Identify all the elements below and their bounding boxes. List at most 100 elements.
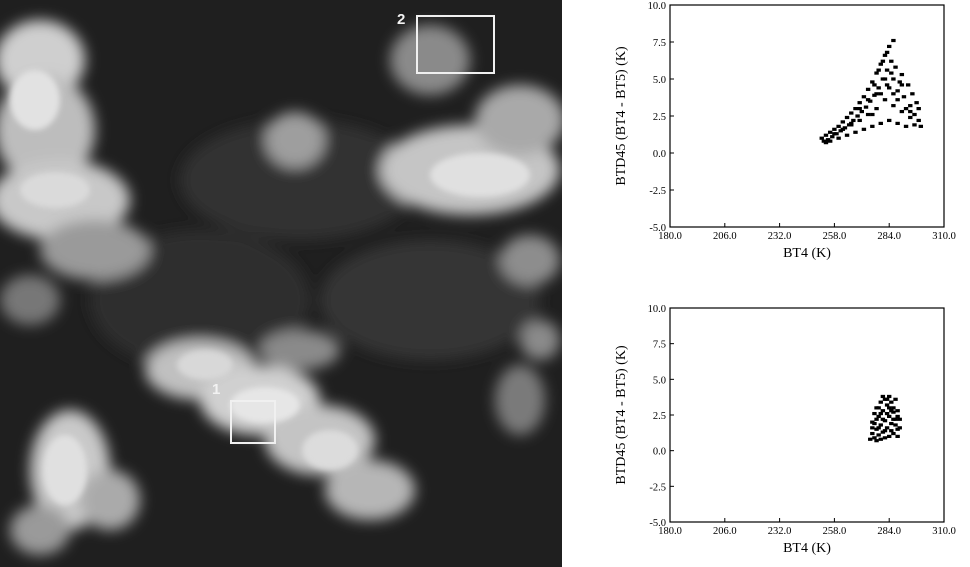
scatter-point	[891, 406, 896, 410]
x-tick-label: 180.0	[658, 526, 682, 537]
scatter-point	[857, 107, 862, 111]
scatter-point	[903, 107, 909, 111]
scatter-point	[910, 92, 915, 96]
scatter-point	[872, 436, 877, 440]
y-tick-label: 7.5	[653, 340, 666, 351]
x-tick-label: 232.0	[768, 526, 792, 537]
scatter-point	[865, 112, 871, 117]
x-tick-label: 258.0	[823, 526, 847, 537]
scatter-point	[899, 109, 905, 114]
scatter-point	[832, 127, 837, 131]
scatter-point	[874, 417, 879, 421]
y-tick-label: 10.0	[648, 1, 666, 12]
scatter-point	[895, 89, 900, 93]
scatter-point	[880, 394, 886, 399]
scatter-point	[916, 107, 921, 111]
scatter-point	[861, 95, 867, 99]
scatter-point	[823, 141, 829, 145]
scatter-point	[870, 124, 875, 128]
scatter-point	[857, 101, 862, 105]
scatter-point	[912, 123, 917, 127]
scatter-point	[865, 87, 871, 91]
satellite-image: 1 2	[0, 0, 562, 567]
scatter-point	[878, 62, 883, 66]
scatter-point	[882, 98, 888, 102]
scatter-point	[865, 98, 871, 102]
scatter-point	[899, 83, 905, 87]
scatter-point	[853, 107, 858, 111]
scatter-point	[891, 92, 896, 96]
y-tick-label: 2.5	[653, 112, 666, 123]
scatter-plot-2: 180.0 206.0 232.0 258.0 284.0 310.0 10.0 7.5 5.0…	[614, 304, 956, 556]
scatter-point	[884, 426, 890, 430]
scatter-point	[887, 118, 892, 123]
scatter-point	[889, 409, 894, 413]
scatter-point	[908, 109, 913, 114]
scatter-point	[823, 133, 829, 137]
scatter-point	[914, 101, 919, 105]
scatter-point	[891, 104, 896, 108]
scatter-point	[889, 59, 894, 63]
scatter-point	[887, 406, 892, 410]
x-tick-label: 284.0	[877, 231, 901, 242]
scatter-point	[874, 92, 879, 96]
scatter-point	[878, 400, 883, 404]
scatter-point	[889, 400, 894, 404]
scatter-point	[901, 95, 907, 99]
scatter-point	[897, 80, 902, 84]
region-label-2: 2	[397, 11, 405, 28]
scatter-point	[895, 409, 900, 413]
y-tick-label: 2.5	[653, 411, 666, 422]
scatter-point	[891, 38, 896, 43]
scatter-point	[863, 105, 869, 109]
scatter-point	[882, 77, 888, 81]
scatter-point	[836, 124, 841, 128]
scatter-point	[819, 136, 824, 140]
cloud-detail	[10, 70, 530, 505]
scatter-point	[887, 434, 892, 438]
scatter-point	[891, 417, 896, 421]
scatter-point	[876, 406, 881, 410]
scatter-point	[884, 83, 890, 87]
scatter-point	[893, 65, 898, 69]
scatter-point	[887, 394, 892, 399]
scatter-point	[893, 423, 898, 427]
region-label-1: 1	[212, 381, 220, 398]
scatter-point	[878, 423, 883, 427]
y-tick-label: 7.5	[653, 38, 666, 49]
scatter-point	[870, 112, 875, 117]
scatter-point	[895, 98, 900, 102]
x-tick-label: 310.0	[932, 526, 956, 537]
scatter-point	[880, 59, 886, 63]
scatter-point	[905, 83, 911, 87]
y-axis-label: BTD45 (BT4 - BT5) (K)	[614, 46, 629, 186]
scatter-point	[884, 403, 890, 407]
scatter-point	[878, 92, 883, 96]
scatter-point	[827, 130, 833, 134]
scatter-point	[844, 115, 850, 120]
scatter-point	[918, 124, 924, 128]
scatter-point	[912, 112, 917, 117]
x-tick-label: 258.0	[823, 231, 847, 242]
y-tick-label: 5.0	[653, 375, 666, 386]
scatter-point	[882, 436, 888, 440]
scatter-point	[884, 68, 890, 72]
scatter-point	[884, 411, 890, 416]
scatter-point	[878, 437, 883, 441]
scatter-plot-1: 180.0 206.0 232.0 258.0 284.0 310.0 10.0 7.5 5.0…	[614, 1, 956, 261]
scatter-point	[895, 434, 900, 438]
scatter-point	[903, 124, 909, 128]
scatter-point	[895, 121, 900, 125]
scatter-point	[880, 409, 886, 413]
x-tick-label: 232.0	[768, 231, 792, 242]
region-box-2	[416, 15, 495, 74]
y-tick-label: -2.5	[649, 186, 666, 197]
scatter-point	[830, 135, 835, 139]
scatter-point	[870, 426, 875, 430]
scatter-point	[884, 397, 890, 401]
y-axis-label: BTD45 (BT4 - BT5) (K)	[614, 345, 629, 485]
x-axis-label: BT4 (K)	[783, 246, 831, 261]
scatter-point	[832, 132, 837, 136]
scatter-point	[876, 68, 881, 72]
scatter-point	[878, 121, 883, 125]
